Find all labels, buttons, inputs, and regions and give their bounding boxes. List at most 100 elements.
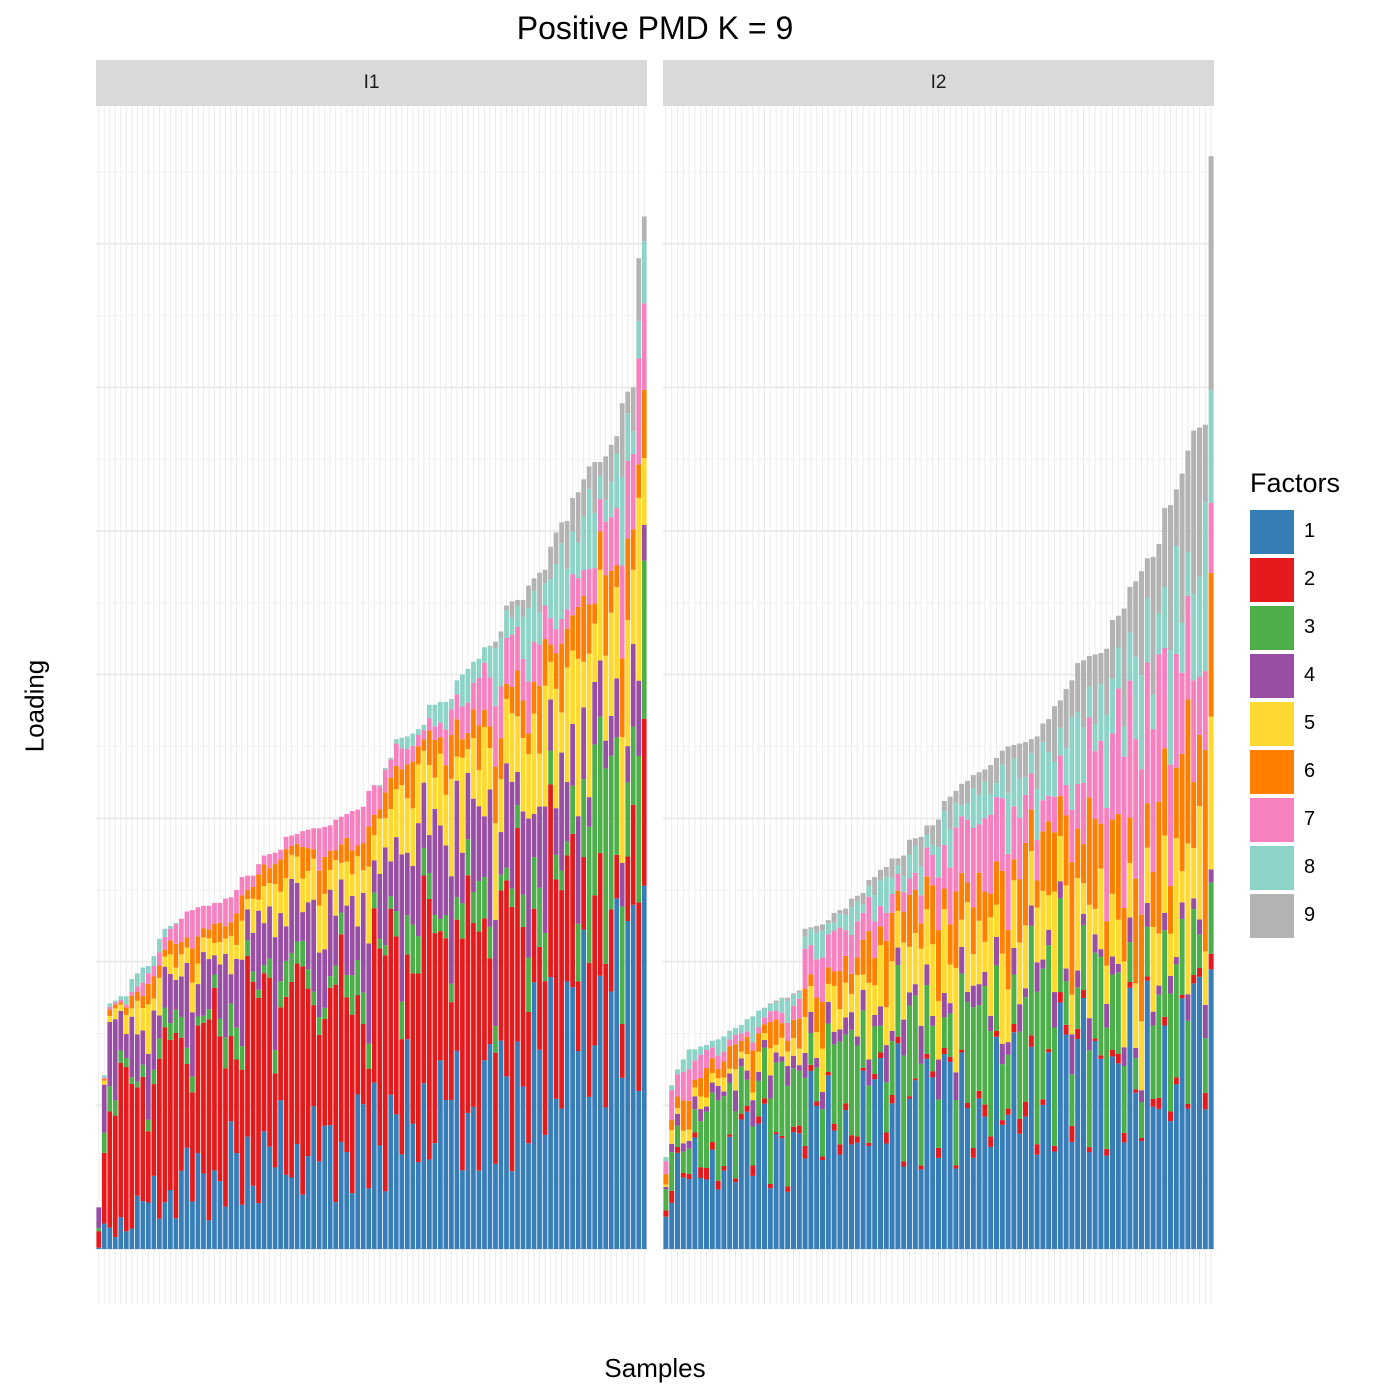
- bar-segment-factor-4: [112, 1019, 118, 1101]
- bar-segment-factor-6: [825, 967, 831, 984]
- bar-segment-factor-6: [261, 864, 267, 887]
- bar-segment-factor-9: [785, 997, 791, 1001]
- bar-sample: [733, 1027, 738, 1249]
- bar-segment-factor-6: [1092, 819, 1098, 909]
- bar-segment-factor-4: [675, 1113, 680, 1126]
- bar-segment-factor-2: [738, 1113, 744, 1120]
- bar-segment-factor-5: [918, 948, 924, 1026]
- bar-segment-factor-3: [581, 779, 586, 858]
- bar-segment-factor-8: [603, 500, 609, 522]
- bar-segment-factor-3: [454, 897, 460, 920]
- bar-segment-factor-1: [476, 1170, 482, 1249]
- bar-segment-factor-7: [261, 855, 267, 865]
- bar-segment-factor-6: [173, 943, 179, 968]
- bar-segment-factor-5: [134, 1000, 140, 1035]
- bar-segment-factor-7: [820, 957, 825, 1002]
- bar-segment-factor-9: [912, 838, 918, 846]
- bar-segment-factor-1: [454, 1050, 460, 1249]
- bar-segment-factor-5: [206, 938, 212, 960]
- bar-sample: [965, 780, 970, 1249]
- bar-sample: [663, 1157, 669, 1249]
- bar-segment-factor-2: [223, 1068, 228, 1207]
- bar-segment-factor-8: [756, 1011, 762, 1028]
- bar-sample: [333, 819, 339, 1249]
- bar-segment-factor-5: [493, 823, 498, 921]
- bar-segment-factor-3: [1208, 882, 1214, 954]
- bar-segment-factor-6: [901, 912, 907, 943]
- bar-segment-factor-2: [300, 966, 305, 1195]
- bar-segment-factor-6: [140, 996, 146, 1009]
- bar-segment-factor-1: [686, 1179, 692, 1249]
- bar-sample: [145, 966, 151, 1249]
- bar-segment-factor-5: [831, 985, 837, 1032]
- bar-segment-factor-6: [1197, 734, 1202, 807]
- bar-segment-factor-7: [520, 659, 526, 701]
- bar-segment-factor-9: [553, 532, 559, 565]
- bar-segment-factor-7: [190, 910, 195, 949]
- bar-segment-factor-3: [733, 1111, 738, 1179]
- bar-segment-factor-8: [698, 1046, 704, 1055]
- bar-sample: [843, 908, 849, 1249]
- bar-segment-factor-4: [785, 1066, 791, 1086]
- bar-segment-factor-6: [872, 957, 878, 986]
- bar-segment-factor-2: [1179, 994, 1185, 999]
- bar-segment-factor-2: [581, 857, 586, 930]
- bar-segment-factor-5: [738, 1051, 744, 1059]
- bar-segment-factor-1: [140, 1201, 146, 1249]
- bar-segment-factor-4: [449, 876, 454, 984]
- bar-segment-factor-9: [1063, 688, 1069, 748]
- bar-segment-factor-7: [101, 1077, 107, 1079]
- bar-segment-factor-9: [493, 641, 498, 648]
- bar-segment-factor-2: [912, 1078, 918, 1081]
- bar-sample: [107, 1003, 113, 1249]
- bar-segment-factor-7: [715, 1055, 721, 1069]
- bar-segment-factor-7: [586, 569, 592, 605]
- bar-segment-factor-4: [831, 1031, 837, 1045]
- bar-segment-factor-6: [1133, 878, 1139, 984]
- bar-segment-factor-6: [278, 859, 283, 892]
- bar-segment-factor-5: [814, 1032, 820, 1058]
- bar-segment-factor-7: [465, 702, 471, 733]
- bar-segment-factor-7: [1034, 840, 1040, 881]
- bar-segment-factor-3: [597, 716, 603, 853]
- bar-segment-factor-5: [883, 1007, 889, 1046]
- bar-segment-factor-8: [1023, 776, 1028, 795]
- bar-segment-factor-1: [498, 1040, 504, 1249]
- bar-segment-factor-7: [1063, 785, 1069, 816]
- bar-segment-factor-2: [721, 1166, 727, 1171]
- bar-sample: [1063, 688, 1069, 1249]
- bar-segment-factor-2: [151, 1084, 157, 1176]
- bar-segment-factor-4: [756, 1071, 762, 1081]
- bar-segment-factor-2: [228, 1035, 234, 1122]
- bar-segment-factor-7: [228, 897, 234, 923]
- bar-segment-factor-6: [404, 764, 410, 799]
- bar-segment-factor-3: [239, 1046, 245, 1070]
- bar-segment-factor-6: [1202, 749, 1208, 952]
- bar-segment-factor-3: [994, 965, 999, 1031]
- bar-sample: [289, 835, 294, 1249]
- bar-segment-factor-1: [371, 1082, 377, 1249]
- bar-segment-factor-7: [179, 918, 184, 942]
- bar-sample: [564, 520, 570, 1249]
- bar-segment-factor-9: [773, 1000, 779, 1003]
- bar-segment-factor-7: [866, 896, 872, 932]
- bar-sample: [311, 828, 316, 1249]
- bar-segment-factor-8: [872, 895, 878, 922]
- bar-segment-factor-2: [112, 1115, 118, 1238]
- bar-segment-factor-8: [907, 854, 912, 879]
- bar-segment-factor-6: [878, 926, 883, 946]
- bar-segment-factor-1: [831, 1130, 837, 1249]
- bar-segment-factor-7: [733, 1035, 738, 1045]
- bar-sample: [959, 783, 965, 1249]
- bar-segment-factor-8: [1144, 597, 1150, 663]
- bar-segment-factor-9: [947, 796, 953, 829]
- bar-segment-factor-3: [820, 1109, 825, 1157]
- bar-segment-factor-7: [597, 498, 603, 532]
- bar-segment-factor-5: [1144, 847, 1150, 903]
- bar-segment-factor-3: [762, 1047, 767, 1099]
- bar-sample: [1046, 719, 1052, 1249]
- bar-segment-factor-2: [762, 1098, 767, 1104]
- bar-sample: [1092, 654, 1098, 1249]
- bar-segment-factor-8: [1063, 747, 1069, 786]
- bar-segment-factor-3: [162, 1007, 168, 1028]
